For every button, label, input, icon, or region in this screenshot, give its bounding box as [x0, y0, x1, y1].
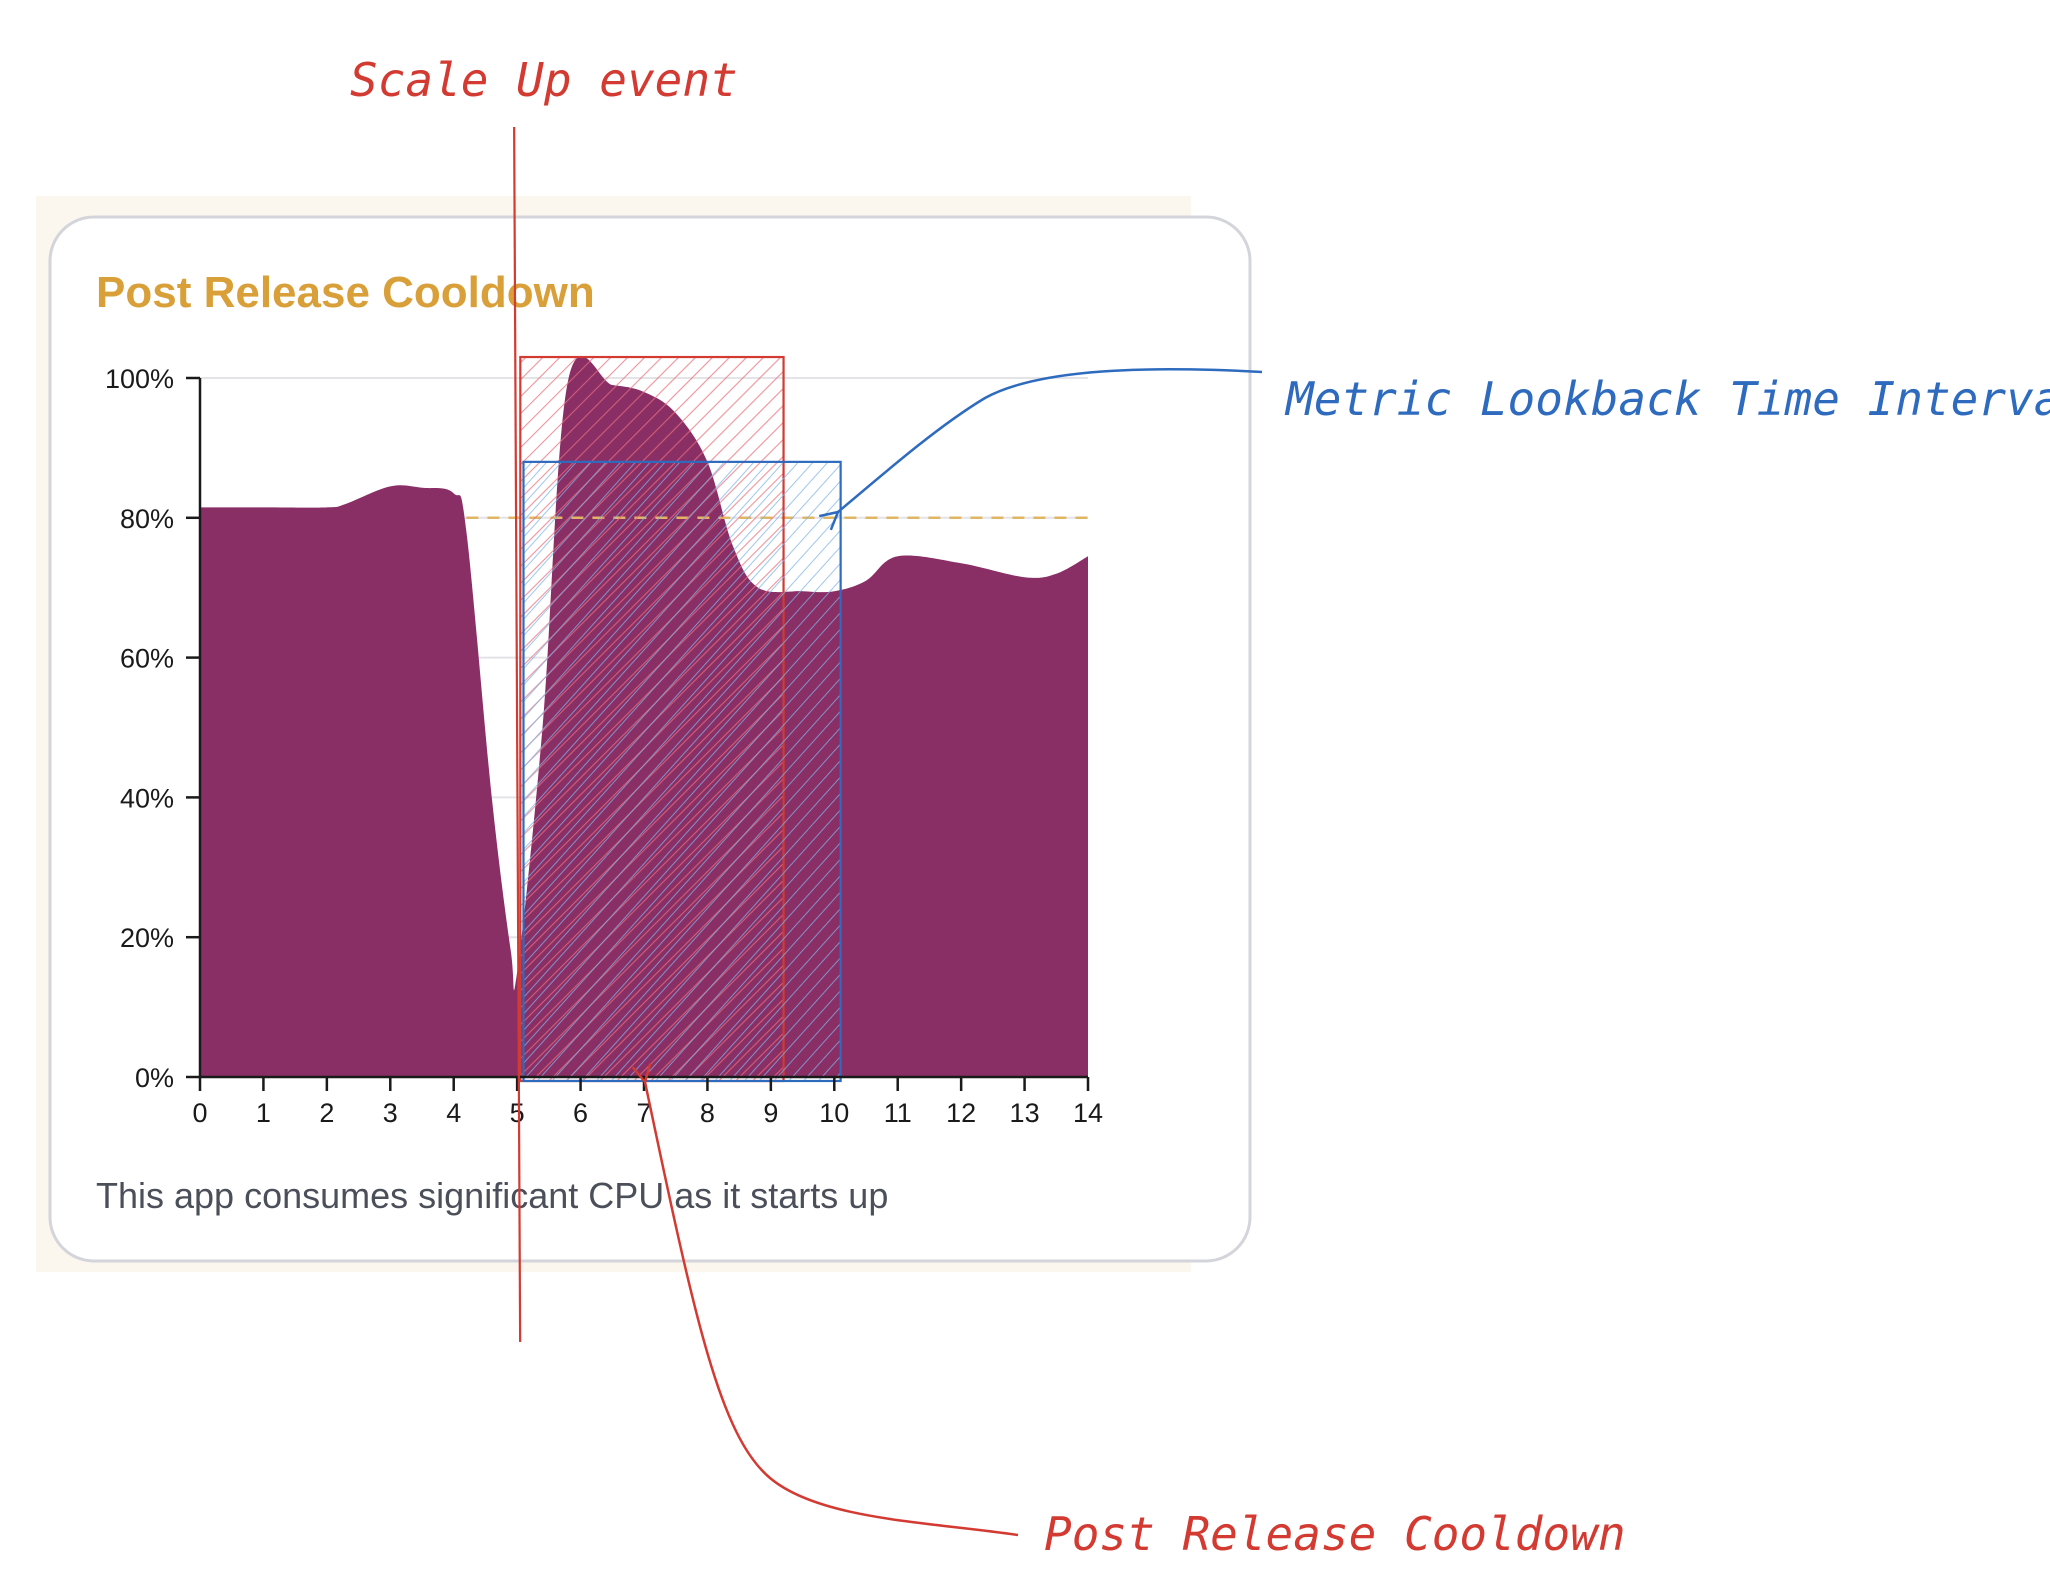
x-tick-label: 1: [256, 1098, 271, 1128]
x-tick-label: 14: [1073, 1098, 1103, 1128]
y-axis-ticks: 0% 20% 40% 60% 80% 100%: [105, 364, 200, 1093]
y-tick-label: 40%: [120, 783, 174, 813]
card-title: Post Release Cooldown: [96, 268, 595, 317]
lookback-arrow: [818, 368, 1263, 531]
x-tick-label: 0: [192, 1098, 207, 1128]
y-tick-label: 20%: [120, 923, 174, 953]
lookback-annotation: Metric Lookback Time Interval: [1284, 372, 2050, 426]
scale-up-annotation: Scale Up event: [350, 53, 738, 107]
x-tick-label: 4: [446, 1098, 461, 1128]
x-tick-label: 8: [700, 1098, 715, 1128]
y-tick-label: 60%: [120, 644, 174, 674]
x-tick-label: 10: [819, 1098, 849, 1128]
x-tick-label: 6: [573, 1098, 588, 1128]
y-tick-label: 100%: [105, 364, 174, 394]
scale-up-event-line: [513, 126, 522, 1343]
x-tick-label: 13: [1010, 1098, 1040, 1128]
lookback-region: [522, 460, 842, 1083]
y-tick-label: 80%: [120, 504, 174, 534]
y-tick-label: 0%: [135, 1063, 174, 1093]
cooldown-arrow: [631, 1063, 1019, 1537]
x-tick-label: 12: [946, 1098, 976, 1128]
x-tick-label: 3: [383, 1098, 398, 1128]
chart-plot: 0%20%40%60%80%100% 0 1 2 3 4 5 6 7 8 9 10 11 12 13 14: [105, 355, 1103, 1128]
x-tick-label: 2: [319, 1098, 334, 1128]
x-axis-ticks: 0 1 2 3 4 5 6 7 8 9 10 11 12 13 14: [192, 1077, 1103, 1128]
x-tick-label: 5: [510, 1098, 525, 1128]
card-description: This app consumes significant CPU as it …: [96, 1175, 888, 1216]
x-tick-label: 9: [763, 1098, 778, 1128]
cooldown-annotation: Post Release Cooldown: [1044, 1507, 1626, 1561]
x-tick-label: 7: [636, 1098, 651, 1128]
x-tick-label: 11: [884, 1098, 912, 1128]
